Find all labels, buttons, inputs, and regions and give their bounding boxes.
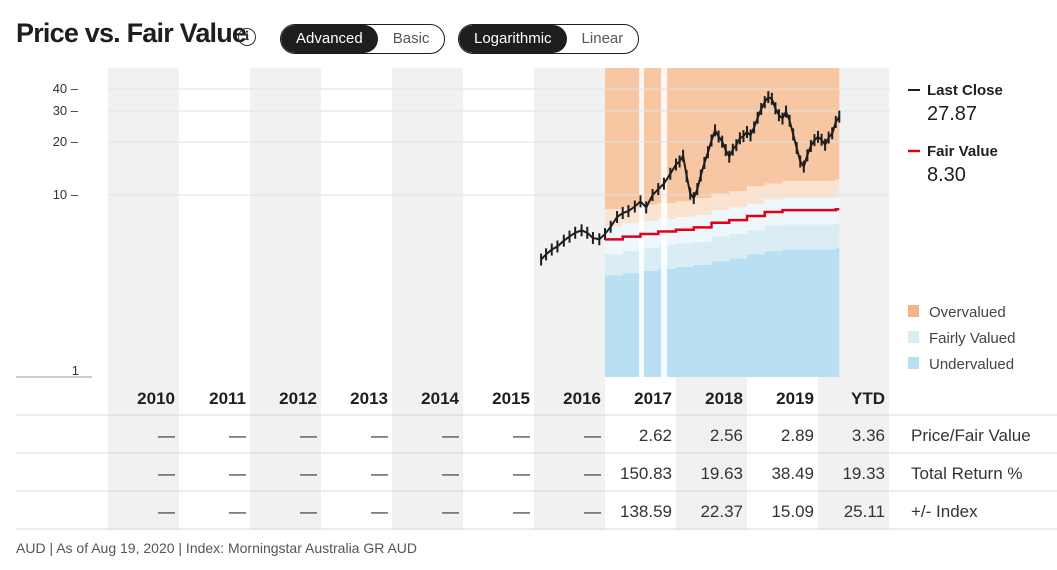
y-tick-label: 10 – xyxy=(53,187,79,202)
y-tick-label: 40 – xyxy=(53,81,79,96)
info-icon[interactable]: i xyxy=(238,28,256,46)
table-cell: 3.36 xyxy=(852,426,885,445)
table-cell: — xyxy=(158,502,175,521)
table-cell: — xyxy=(158,464,175,483)
table-cell: — xyxy=(300,464,317,483)
table-cell: 2.62 xyxy=(639,426,672,445)
year-column-shade xyxy=(534,68,605,530)
table-cell: 38.49 xyxy=(771,464,814,483)
fairly-valued-legend-label: Fairly Valued xyxy=(929,330,1015,347)
fairly-valued-legend-swatch xyxy=(908,331,919,343)
table-year-header: 2016 xyxy=(563,389,601,408)
table-year-header: 2018 xyxy=(705,389,743,408)
table-cell: 25.11 xyxy=(844,502,885,521)
table-cell: — xyxy=(584,464,601,483)
table-cell: — xyxy=(229,464,246,483)
table-cell: — xyxy=(584,426,601,445)
table-year-header: 2012 xyxy=(279,389,317,408)
fair-value-line xyxy=(605,207,840,241)
table-cell: — xyxy=(371,464,388,483)
last-close-line xyxy=(540,95,841,261)
table-cell: — xyxy=(229,502,246,521)
band-gap xyxy=(661,68,668,377)
table-year-header: 2019 xyxy=(776,389,814,408)
table-cell: — xyxy=(513,464,530,483)
table-cell: — xyxy=(584,502,601,521)
table-cell: — xyxy=(442,464,459,483)
table-cell: — xyxy=(371,426,388,445)
undervalued-legend-label: Undervalued xyxy=(929,356,1014,373)
band-gap xyxy=(639,68,645,377)
undervalued-legend-swatch xyxy=(908,357,919,369)
year-column-shade xyxy=(108,68,179,530)
logarithmic-toggle-button[interactable]: Logarithmic xyxy=(459,25,567,53)
table-year-header: 2014 xyxy=(421,389,459,408)
table-year-header: 2015 xyxy=(492,389,530,408)
table-year-header: YTD xyxy=(851,389,885,408)
y-tick-label: 20 – xyxy=(53,134,79,149)
table-cell: — xyxy=(229,426,246,445)
table-cell: — xyxy=(158,426,175,445)
footer-note: AUD | As of Aug 19, 2020 | Index: Mornin… xyxy=(16,540,418,556)
table-cell: — xyxy=(300,426,317,445)
fair-value-legend-label: Fair Value xyxy=(927,143,998,160)
page-title: Price vs. Fair Value xyxy=(16,18,247,48)
table-cell: — xyxy=(513,426,530,445)
fair-value-value: 8.30 xyxy=(927,164,966,186)
linear-toggle-button[interactable]: Linear xyxy=(581,30,624,47)
advanced-toggle-button[interactable]: Advanced xyxy=(281,25,378,53)
table-cell: — xyxy=(442,502,459,521)
table-year-header: 2011 xyxy=(209,389,246,408)
table-cell: — xyxy=(442,426,459,445)
basic-toggle-button[interactable]: Basic xyxy=(392,30,430,47)
year-column-shade xyxy=(392,68,463,530)
overvalued-legend-swatch xyxy=(908,305,919,317)
last-close-value: 27.87 xyxy=(927,103,977,125)
last-close-legend-label: Last Close xyxy=(927,82,1003,99)
table-year-header: 2017 xyxy=(634,389,672,408)
table-year-header: 2013 xyxy=(350,389,388,408)
scale-toggle[interactable]: Logarithmic Linear xyxy=(458,24,640,54)
view-toggle[interactable]: Advanced Basic xyxy=(280,24,446,54)
year-column-shade xyxy=(250,68,321,530)
price-fair-value-chart: 40 – 30 – 20 – 10 – 1 Last Close 27.87 Fair Val… xyxy=(16,68,1057,530)
table-cell: 2.89 xyxy=(781,426,814,445)
table-row-label: Price/Fair Value xyxy=(911,426,1031,445)
overvalued-legend-label: Overvalued xyxy=(929,304,1006,321)
table-cell: — xyxy=(300,502,317,521)
y-tick-label: 30 – xyxy=(53,103,79,118)
table-row-label: Total Return % xyxy=(911,464,1023,483)
y-tick-label: 1 xyxy=(72,363,79,378)
table-cell: 2.56 xyxy=(710,426,743,445)
table-cell: — xyxy=(371,502,388,521)
table-year-header: 2010 xyxy=(137,389,175,408)
table-cell: 15.09 xyxy=(771,502,814,521)
table-cell: — xyxy=(513,502,530,521)
table-cell: 19.33 xyxy=(842,464,885,483)
table-cell: 138.59 xyxy=(620,502,672,521)
table-cell: 19.63 xyxy=(700,464,743,483)
table-row-label: +/- Index xyxy=(911,502,978,521)
table-cell: 150.83 xyxy=(620,464,672,483)
table-cell: 22.37 xyxy=(700,502,743,521)
